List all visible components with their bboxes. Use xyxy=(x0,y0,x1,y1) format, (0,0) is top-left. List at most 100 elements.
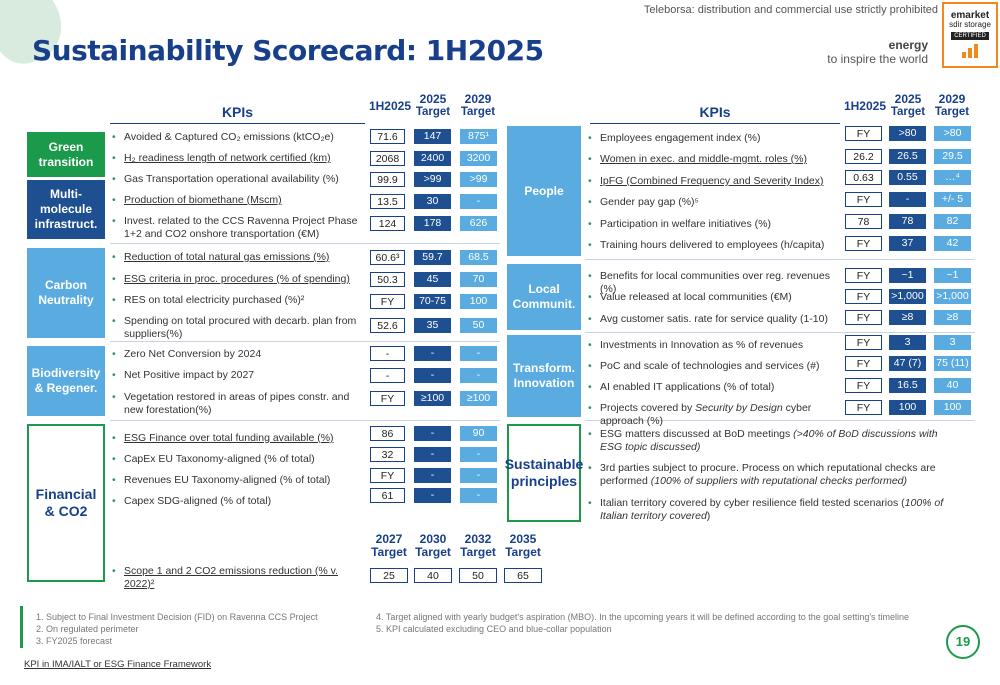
value-cell: ~1 xyxy=(889,268,926,283)
value-cell: FY xyxy=(370,391,405,406)
value-cell: FY xyxy=(845,310,882,325)
value-cell: ≥100 xyxy=(414,391,451,406)
value-cell: 2400 xyxy=(414,151,451,166)
value-cell: FY xyxy=(845,356,882,371)
value-cell: - xyxy=(460,194,497,209)
category-financial: Financial & CO2 xyxy=(27,424,105,582)
value-cell: 60.6³ xyxy=(370,250,405,265)
kpi-poc-scale: PoC and scale of technologies and servic… xyxy=(588,360,840,373)
target-year-2030: 2030 Target xyxy=(415,532,451,560)
value-cell: 100 xyxy=(889,400,926,415)
kpi-res-electricity: RES on total electricity purchased (%)² xyxy=(112,294,364,307)
value-cell: 70 xyxy=(460,272,497,287)
target-year-2027: 2027 Target xyxy=(371,532,407,560)
principle-cyber-resilience: Italian territory covered by cyber resil… xyxy=(588,497,960,523)
separator xyxy=(585,332,975,333)
value-cell: 3 xyxy=(889,335,926,350)
value-cell: FY xyxy=(845,192,882,207)
value-cell: 40 xyxy=(934,378,971,393)
value-cell: 70-75 xyxy=(414,294,451,309)
right-col-2025: 2025 Target xyxy=(890,92,926,118)
value-cell: - xyxy=(414,426,451,441)
value-cell: 61 xyxy=(370,488,405,503)
value-cell: >80 xyxy=(889,126,926,141)
brand-energy-text: energy xyxy=(888,38,928,52)
scope-value-2030: 40 xyxy=(414,568,452,583)
value-cell: 71.6 xyxy=(370,129,405,144)
kpi-employee-engagement: Employees engagement index (%) xyxy=(588,132,840,145)
value-cell: FY xyxy=(845,400,882,415)
category-carbon-neutrality: Carbon Neutrality xyxy=(27,248,105,338)
value-cell: FY xyxy=(845,268,882,283)
value-cell: 45 xyxy=(414,272,451,287)
value-cell: 50.3 xyxy=(370,272,405,287)
left-col-2025: 2025 Target xyxy=(415,92,451,118)
kpi-esg-finance: ESG Finance over total funding available… xyxy=(112,432,364,445)
badge-line2: sdir storage xyxy=(949,20,991,29)
kpi-esg-criteria: ESG criteria in proc. procedures (% of s… xyxy=(112,273,364,286)
scope-value-2027: 25 xyxy=(370,568,408,583)
value-cell: 29.5 xyxy=(934,149,971,164)
kpi-ccs-ravenna: Invest. related to the CCS Ravenna Proje… xyxy=(112,215,364,241)
principle-esg-bod: ESG matters discussed at BoD meetings (>… xyxy=(588,428,960,454)
kpi-value-released: Value released at local communities (€M) xyxy=(588,291,840,304)
value-cell: >1,000 xyxy=(889,289,926,304)
category-transform-innovation: Transform. Innovation xyxy=(507,335,581,417)
footnotes-left: 1. Subject to Final Investment Decision … xyxy=(36,612,318,647)
value-cell: FY xyxy=(370,294,405,309)
separator xyxy=(110,341,500,342)
value-cell: 52.6 xyxy=(370,318,405,333)
value-cell: 86 xyxy=(370,426,405,441)
category-people: People xyxy=(507,126,581,256)
value-cell: 75 (11) xyxy=(934,356,971,371)
value-cell: 13.5 xyxy=(370,194,405,209)
value-cell: …⁴ xyxy=(934,170,971,185)
value-cell: >1,000 xyxy=(934,289,971,304)
value-cell: >99 xyxy=(414,172,451,187)
value-cell: 100 xyxy=(460,294,497,309)
value-cell: 626 xyxy=(460,216,497,231)
separator xyxy=(110,420,500,421)
value-cell: 147 xyxy=(414,129,451,144)
value-cell: - xyxy=(460,346,497,361)
left-col-2029: 2029 Target xyxy=(460,92,496,118)
badge-line3: CERTIFIED xyxy=(951,31,989,41)
value-cell: FY xyxy=(845,126,882,141)
kpi-biomethane: Production of biomethane (Mscm) xyxy=(112,194,364,207)
kpi-women-roles: Women in exec. and middle-mgmt. roles (%… xyxy=(588,153,840,166)
kpi-decarb-spending: Spending on total procured with decarb. … xyxy=(112,315,364,341)
value-cell: 100 xyxy=(934,400,971,415)
kpi-customer-satisfaction: Avg customer satis. rate for service qua… xyxy=(588,313,840,326)
right-col-1h2025: 1H2025 xyxy=(843,99,887,113)
value-cell: FY xyxy=(845,289,882,304)
value-cell: 82 xyxy=(934,214,971,229)
kpi-welfare: Participation in welfare initiatives (%) xyxy=(588,218,840,231)
footnotes-right: 4. Target aligned with yearly budget's a… xyxy=(376,612,910,635)
page-title: Sustainability Scorecard: 1H2025 xyxy=(32,34,544,67)
value-cell: - xyxy=(414,468,451,483)
value-cell: 37 xyxy=(889,236,926,251)
value-cell: FY xyxy=(370,468,405,483)
framework-link[interactable]: KPI in IMA/IALT or ESG Finance Framework xyxy=(24,659,212,670)
value-cell: ≥100 xyxy=(460,391,497,406)
value-cell: >80 xyxy=(934,126,971,141)
kpi-vegetation-restored: Vegetation restored in areas of pipes co… xyxy=(112,391,364,417)
value-cell: 0.63 xyxy=(845,170,882,185)
value-cell: 47 (7) xyxy=(889,356,926,371)
value-cell: 26.5 xyxy=(889,149,926,164)
kpi-capex-sdg: Capex SDG-aligned (% of total) xyxy=(112,495,364,508)
kpi-zero-net-conversion: Zero Net Conversion by 2024 xyxy=(112,348,364,361)
value-cell: - xyxy=(460,447,497,462)
value-cell: 875¹ xyxy=(460,129,497,144)
brand-inspire-text: to inspire the world xyxy=(827,52,928,67)
value-cell: ≥8 xyxy=(889,310,926,325)
principle-third-parties: 3rd parties subject to procure. Process … xyxy=(588,462,960,488)
value-cell: FY xyxy=(845,236,882,251)
kpi-revenues-taxonomy: Revenues EU Taxonomy-aligned (% of total… xyxy=(112,474,364,487)
left-col-1h2025: 1H2025 xyxy=(368,99,412,113)
kpi-net-positive: Net Positive impact by 2027 xyxy=(112,369,364,382)
value-cell: 32 xyxy=(370,447,405,462)
category-sustainable-principles: Sustainable principles xyxy=(505,424,583,522)
brand-tagline: energy to inspire the world xyxy=(827,38,928,67)
value-cell: - xyxy=(414,368,451,383)
